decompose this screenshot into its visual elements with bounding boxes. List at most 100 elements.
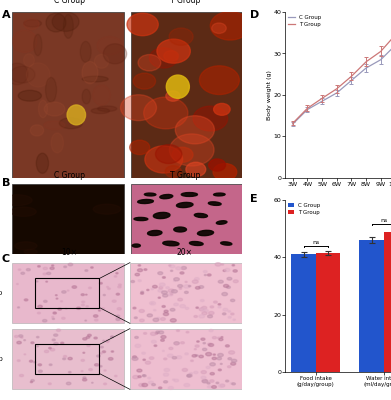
Circle shape	[36, 281, 38, 282]
Circle shape	[132, 357, 138, 360]
Circle shape	[66, 382, 71, 385]
Circle shape	[185, 353, 188, 355]
Text: 10×: 10×	[61, 248, 77, 257]
Legend: C Group, T Group: C Group, T Group	[288, 203, 321, 214]
Circle shape	[207, 386, 211, 388]
Circle shape	[56, 329, 61, 332]
Circle shape	[208, 315, 212, 318]
Circle shape	[31, 380, 34, 382]
FancyBboxPatch shape	[12, 184, 124, 254]
Circle shape	[52, 339, 55, 341]
Circle shape	[202, 306, 207, 309]
Ellipse shape	[24, 19, 39, 30]
Circle shape	[223, 270, 226, 272]
Circle shape	[174, 379, 179, 382]
Circle shape	[218, 354, 223, 357]
C Group	[349, 78, 354, 83]
Circle shape	[108, 358, 113, 360]
Circle shape	[184, 384, 190, 387]
Circle shape	[185, 307, 189, 309]
Circle shape	[184, 285, 190, 288]
Ellipse shape	[10, 66, 35, 83]
Circle shape	[62, 317, 65, 319]
Circle shape	[77, 307, 81, 309]
Circle shape	[63, 356, 67, 357]
Circle shape	[182, 368, 188, 372]
Circle shape	[164, 310, 168, 312]
Ellipse shape	[144, 193, 156, 196]
Circle shape	[145, 361, 151, 364]
Y-axis label: Body weight (g): Body weight (g)	[267, 70, 272, 120]
Circle shape	[56, 295, 57, 296]
Circle shape	[170, 265, 175, 268]
Ellipse shape	[45, 78, 57, 102]
Circle shape	[187, 374, 192, 377]
Ellipse shape	[82, 62, 98, 84]
Circle shape	[21, 337, 23, 338]
Circle shape	[212, 357, 216, 360]
Circle shape	[130, 140, 150, 155]
Circle shape	[138, 269, 143, 272]
Circle shape	[224, 268, 230, 272]
Circle shape	[166, 91, 180, 101]
Circle shape	[169, 28, 193, 45]
Text: A: A	[2, 10, 11, 20]
Circle shape	[180, 272, 184, 274]
Circle shape	[99, 366, 102, 367]
Circle shape	[174, 278, 179, 281]
Circle shape	[218, 306, 221, 308]
Bar	[384, 232, 391, 372]
Circle shape	[168, 386, 173, 390]
Circle shape	[224, 284, 229, 287]
Circle shape	[133, 307, 136, 309]
Circle shape	[165, 166, 182, 178]
Circle shape	[116, 318, 120, 320]
Ellipse shape	[44, 121, 65, 130]
Circle shape	[157, 39, 190, 63]
Circle shape	[233, 280, 238, 283]
Circle shape	[149, 48, 178, 68]
Circle shape	[181, 342, 184, 344]
Ellipse shape	[18, 90, 41, 101]
Circle shape	[219, 384, 224, 387]
Circle shape	[172, 356, 177, 359]
Circle shape	[21, 272, 25, 274]
Circle shape	[53, 312, 56, 314]
Circle shape	[133, 376, 138, 379]
Circle shape	[162, 306, 165, 308]
Circle shape	[115, 375, 117, 377]
Circle shape	[228, 316, 231, 318]
Circle shape	[206, 352, 212, 356]
Ellipse shape	[6, 63, 28, 85]
Circle shape	[118, 286, 121, 288]
Circle shape	[168, 289, 174, 292]
Circle shape	[104, 370, 106, 371]
C Group	[334, 90, 339, 95]
Circle shape	[54, 312, 56, 313]
Circle shape	[88, 287, 91, 289]
Circle shape	[158, 387, 162, 389]
Ellipse shape	[11, 207, 36, 216]
Circle shape	[163, 381, 168, 383]
Circle shape	[100, 353, 102, 354]
Text: C Group: C Group	[54, 172, 85, 180]
Circle shape	[147, 289, 149, 291]
Bar	[291, 254, 316, 372]
Text: C Group: C Group	[0, 290, 2, 296]
Bar	[316, 253, 341, 372]
Circle shape	[154, 345, 157, 346]
Circle shape	[172, 290, 177, 293]
Circle shape	[164, 51, 178, 61]
Text: ns: ns	[380, 218, 387, 223]
Circle shape	[217, 337, 221, 339]
Circle shape	[219, 338, 223, 341]
Ellipse shape	[34, 34, 42, 56]
Circle shape	[213, 301, 217, 303]
Circle shape	[210, 12, 250, 40]
Circle shape	[218, 369, 221, 371]
Circle shape	[210, 380, 214, 382]
Circle shape	[43, 267, 47, 270]
Circle shape	[185, 281, 187, 282]
Circle shape	[156, 331, 160, 333]
Circle shape	[86, 294, 87, 295]
